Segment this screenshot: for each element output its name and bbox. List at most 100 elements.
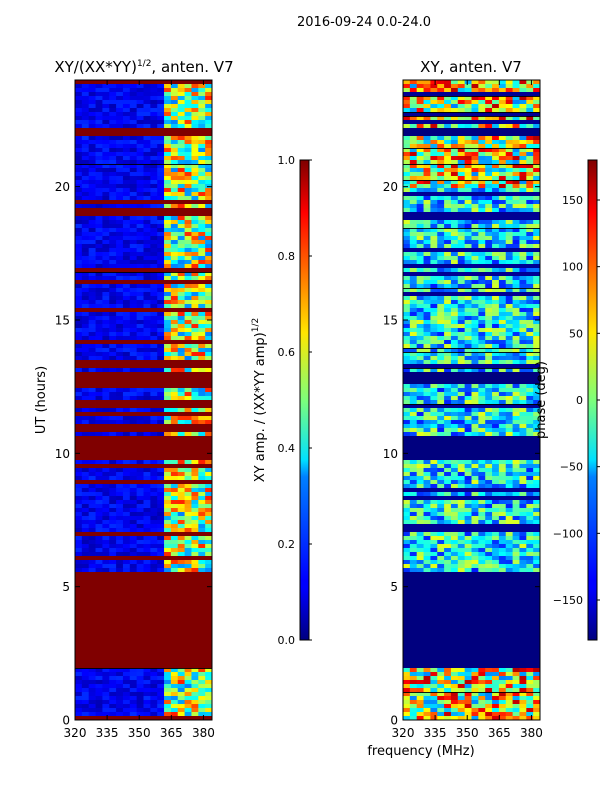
heatmap-cell — [409, 388, 418, 393]
heatmap-cell — [191, 552, 199, 557]
heatmap-cell — [416, 460, 424, 465]
heatmap-cell — [403, 536, 411, 541]
heatmap-cell — [177, 420, 185, 425]
heatmap-cell — [136, 220, 144, 225]
heatmap-cell — [526, 124, 534, 129]
heatmap-cell — [423, 200, 431, 205]
heatmap-cell — [416, 92, 424, 97]
heatmap-cell — [423, 224, 431, 229]
heatmap-cell — [177, 92, 185, 97]
heatmap-cell — [177, 708, 185, 713]
heatmap-cell — [403, 420, 411, 425]
heatmap-cell — [444, 508, 452, 513]
heatmap-cell — [122, 192, 131, 197]
heatmap-cell — [177, 200, 185, 205]
heatmap-cell — [136, 360, 144, 365]
heatmap-cell — [122, 168, 131, 173]
heatmap-cell — [492, 176, 500, 181]
heatmap-cell — [150, 140, 158, 145]
heatmap-cell — [423, 100, 431, 105]
heatmap-cell — [177, 268, 185, 273]
heatmap-cell — [164, 496, 172, 501]
heatmap-cell — [81, 172, 90, 177]
heatmap-cell — [526, 680, 534, 685]
heatmap-cell — [150, 228, 158, 233]
heatmap-cell — [533, 464, 540, 469]
heatmap-cell — [492, 420, 500, 425]
heatmap-cell — [444, 284, 452, 289]
heatmap-cell — [191, 708, 199, 713]
heatmap-cell — [464, 144, 472, 149]
heatmap-cell — [464, 196, 472, 201]
heatmap-cell — [409, 672, 418, 677]
heatmap-cell — [403, 240, 411, 245]
heatmap-cell — [116, 336, 124, 341]
heatmap-cell — [437, 300, 445, 305]
heatmap-cell — [437, 512, 445, 517]
heatmap-cell — [184, 168, 192, 173]
heatmap-cell — [471, 248, 479, 253]
heatmap-cell — [533, 204, 540, 209]
masked-row — [75, 644, 212, 649]
heatmap-cell — [205, 248, 212, 253]
heatmap-cell — [184, 520, 192, 525]
heatmap-cell — [136, 352, 144, 357]
heatmap-cell — [533, 112, 540, 117]
heatmap-cell — [136, 332, 144, 337]
heatmap-cell — [75, 672, 83, 677]
heatmap-cell — [457, 292, 466, 297]
heatmap-cell — [129, 80, 138, 85]
heatmap-cell — [102, 512, 110, 517]
heatmap-cell — [164, 520, 172, 525]
heatmap-cell — [512, 308, 520, 313]
heatmap-cell — [416, 344, 424, 349]
heatmap-cell — [512, 332, 520, 337]
heatmap-cell — [164, 144, 172, 149]
heatmap-cell — [184, 344, 192, 349]
heatmap-cell — [505, 528, 513, 533]
heatmap-cell — [498, 320, 507, 325]
heatmap-cell — [184, 84, 192, 89]
heatmap-cell — [430, 108, 438, 113]
heatmap-cell — [450, 384, 459, 389]
heatmap-cell — [116, 232, 124, 237]
heatmap-cell — [478, 320, 486, 325]
colorbar-tick-label: 0.8 — [278, 250, 296, 263]
heatmap-cell — [109, 176, 117, 181]
heatmap-cell — [444, 288, 452, 293]
heatmap-cell — [505, 272, 513, 277]
heatmap-cell — [430, 328, 438, 333]
heatmap-cell — [416, 668, 424, 673]
heatmap-cell — [75, 412, 83, 417]
heatmap-cell — [122, 424, 131, 429]
heatmap-cell — [416, 112, 424, 117]
heatmap-cell — [157, 684, 165, 689]
heatmap-cell — [129, 560, 138, 565]
heatmap-cell — [129, 148, 138, 153]
heatmap-cell — [450, 116, 459, 121]
heatmap-cell — [478, 188, 486, 193]
heatmap-cell — [498, 532, 507, 537]
heatmap-cell — [430, 504, 438, 509]
heatmap-cell — [88, 280, 96, 285]
heatmap-cell — [409, 460, 418, 465]
heatmap-cell — [177, 684, 185, 689]
heatmap-cell — [512, 668, 520, 673]
heatmap-cell — [157, 420, 165, 425]
heatmap-cell — [81, 276, 90, 281]
heatmap-cell — [430, 384, 438, 389]
heatmap-cell — [143, 492, 151, 497]
heatmap-cell — [122, 232, 131, 237]
heatmap-cell — [164, 540, 172, 545]
heatmap-cell — [164, 228, 172, 233]
heatmap-cell — [512, 492, 520, 497]
heatmap-cell — [177, 716, 185, 720]
heatmap-cell — [109, 88, 117, 93]
heatmap-cell — [191, 268, 199, 273]
heatmap-cell — [416, 80, 424, 85]
heatmap-cell — [450, 100, 459, 105]
heatmap-cell — [423, 328, 431, 333]
heatmap-cell — [136, 308, 144, 313]
heatmap-cell — [471, 308, 479, 313]
heatmap-cell — [498, 140, 507, 145]
